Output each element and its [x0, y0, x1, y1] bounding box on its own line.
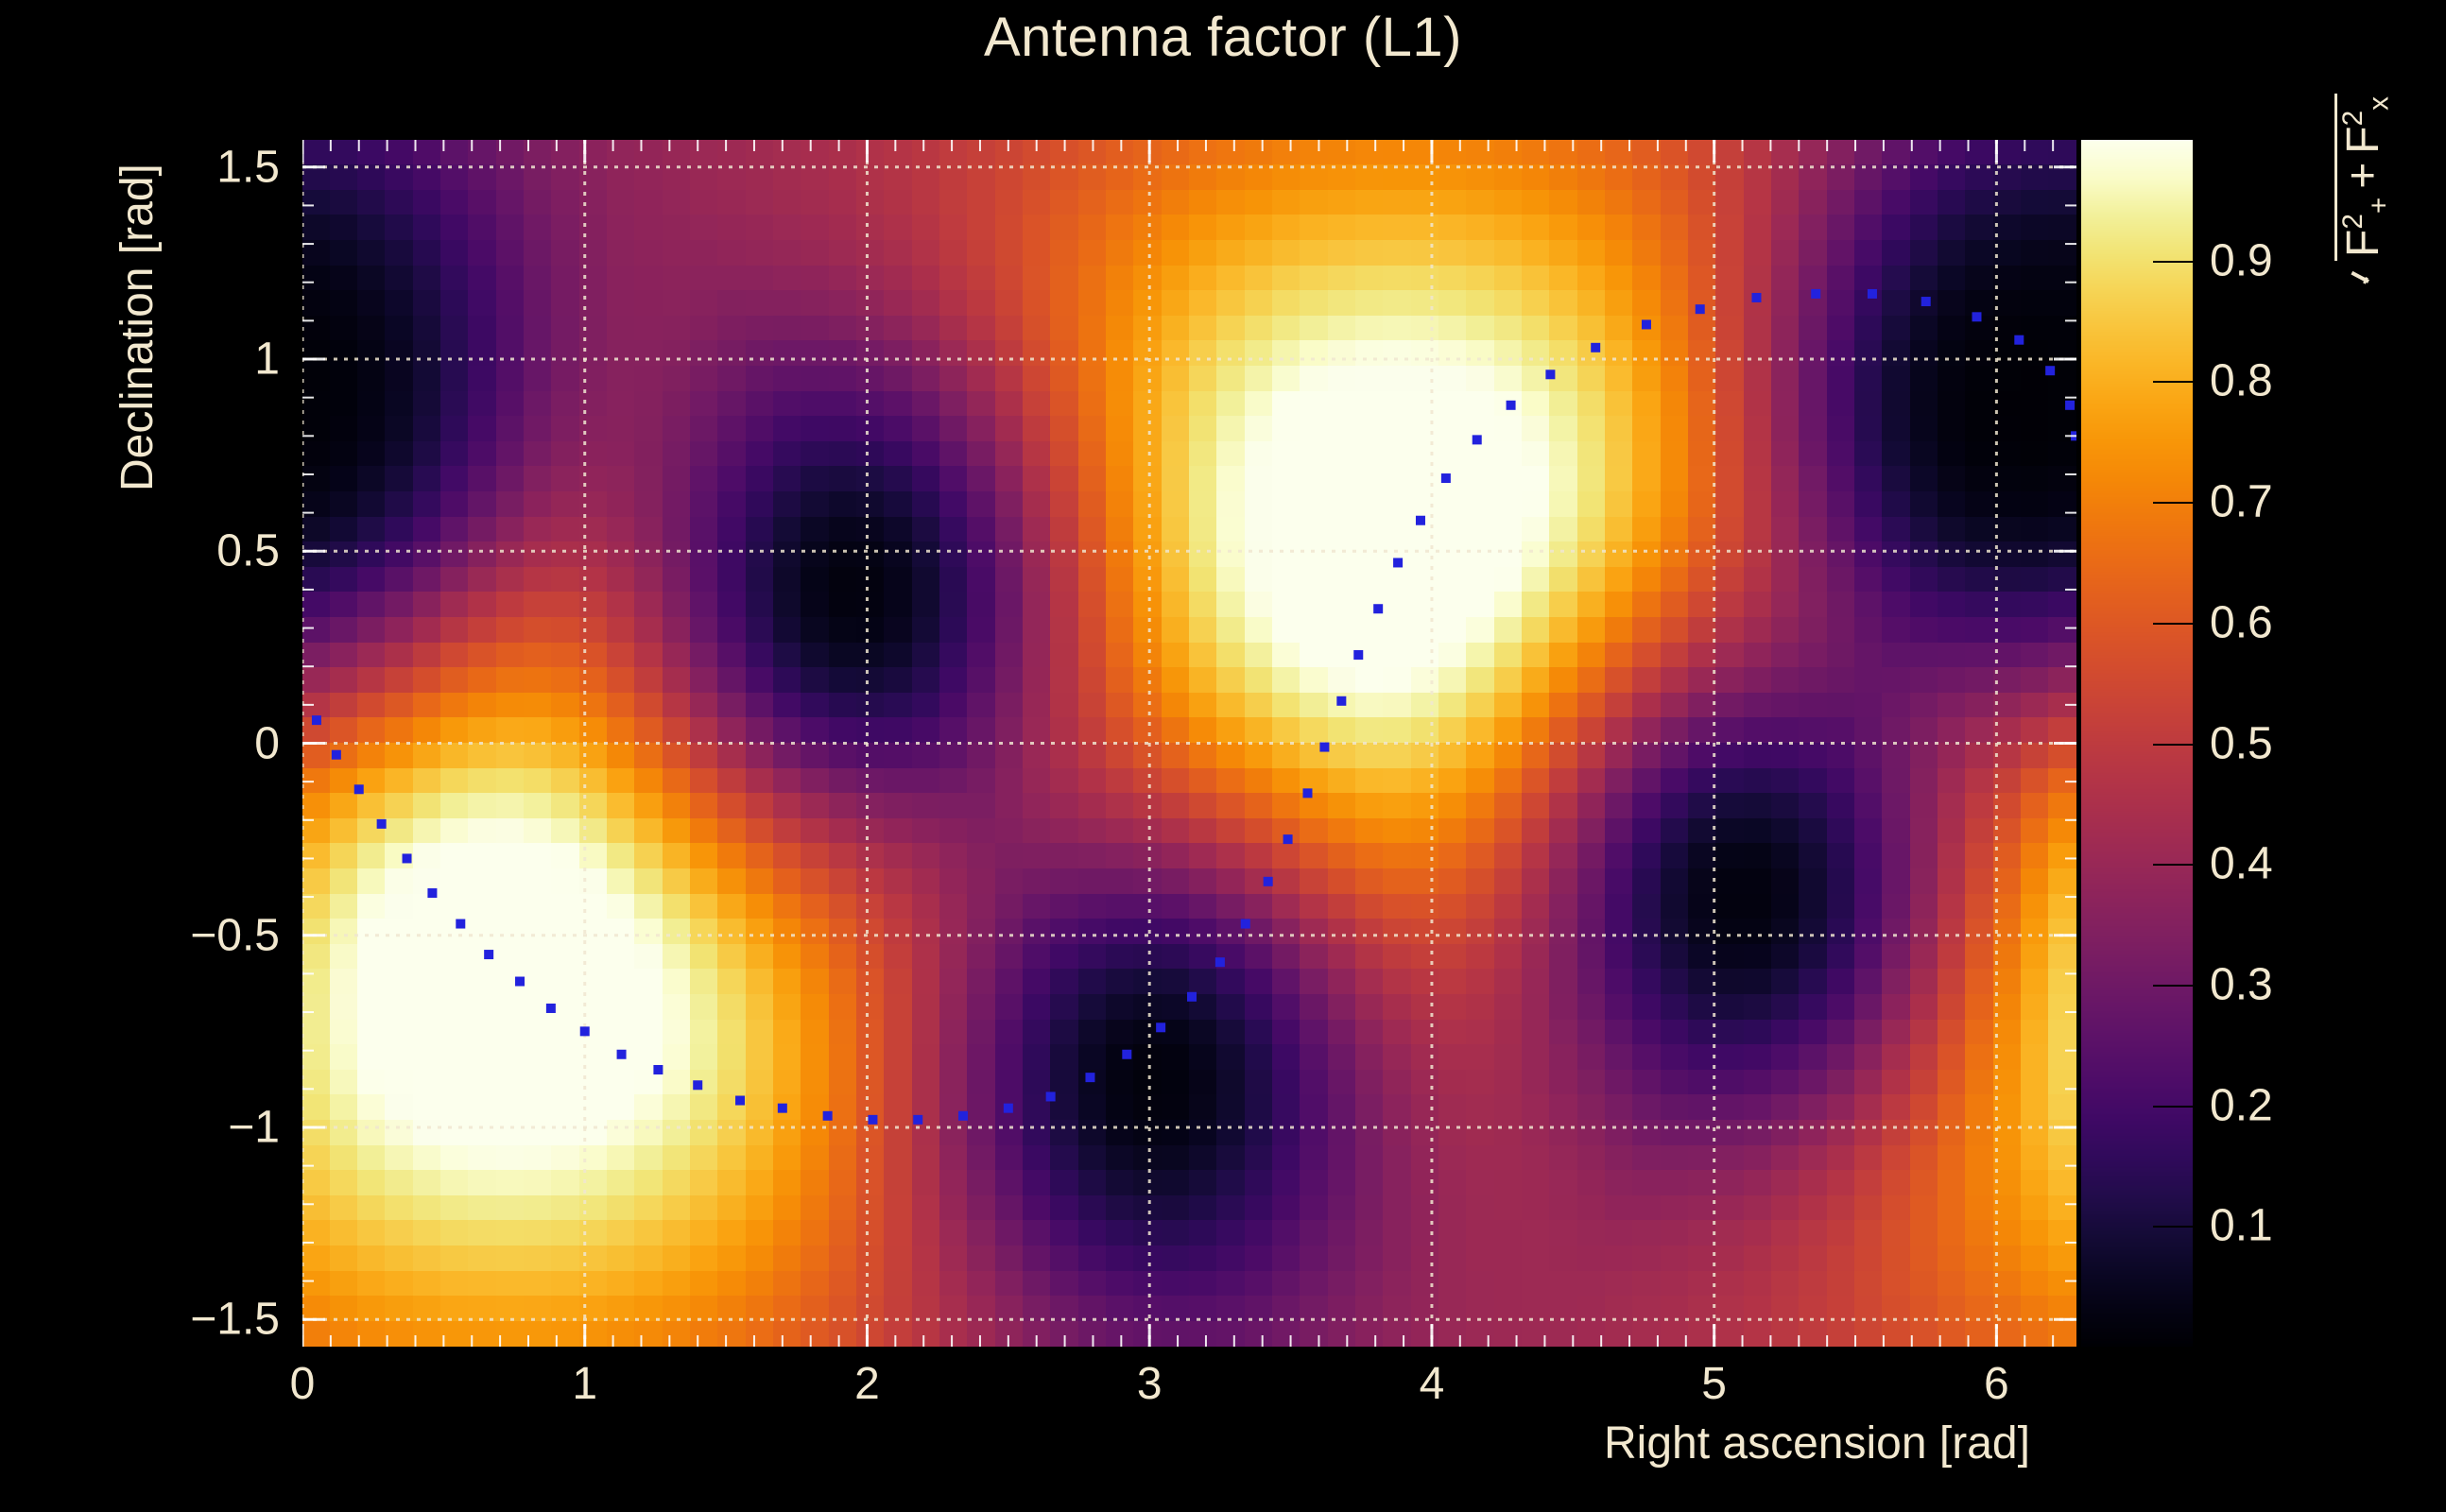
axis-tick-marks [302, 140, 2076, 1347]
colorbar-tick [2153, 743, 2193, 746]
colorbar-tick-marks [2081, 140, 2193, 1347]
x-tick-label: 1 [572, 1359, 598, 1409]
heatmap-plot-area [302, 140, 2076, 1347]
f-plus-exponent: 2 [2337, 214, 2368, 230]
f-cross-subscript: x [2363, 95, 2395, 111]
colorbar-tick [2153, 260, 2193, 263]
y-tick-label: 1.5 [216, 142, 280, 193]
colorbar-tick [2153, 1226, 2193, 1228]
colorbar-tick [2153, 381, 2193, 384]
colorbar-tick-label: 0.5 [2210, 718, 2273, 768]
x-tick-label: 2 [854, 1359, 880, 1409]
colorbar-tick-label: 0.7 [2210, 476, 2273, 527]
colorbar-tick-label: 0.3 [2210, 959, 2273, 1010]
colorbar-tick-label: 0.2 [2210, 1080, 2273, 1131]
x-tick-label: 4 [1419, 1359, 1445, 1409]
galactic-plane-curve [311, 288, 2076, 1125]
f-cross-exponent: 2 [2337, 110, 2368, 127]
gridlines [302, 140, 2076, 1347]
y-tick-label: 0 [254, 718, 280, 768]
radical-sign [2334, 259, 2386, 284]
x-axis-title: Right ascension [rad] [1604, 1418, 2030, 1469]
f-plus-subscript: + [2363, 197, 2395, 215]
x-tick-label: 0 [289, 1359, 316, 1409]
colorbar-tick [2153, 984, 2193, 987]
colorbar-tick-label: 0.4 [2210, 838, 2273, 889]
y-tick-label: 0.5 [216, 525, 280, 576]
colorbar-tick [2153, 1105, 2193, 1108]
colorbar-tick-label: 0.8 [2210, 355, 2273, 406]
x-tick-label: 3 [1136, 1359, 1163, 1409]
y-tick-label: −1.5 [190, 1294, 280, 1345]
colorbar-tick-label: 0.6 [2210, 597, 2273, 648]
colorbar [2081, 140, 2193, 1347]
colorbar-tick-label: 0.9 [2210, 235, 2273, 286]
plus-operator: + [2338, 162, 2388, 189]
heatmap-overlay [302, 140, 2076, 1347]
colorbar-title: F2++F2x [2334, 93, 2397, 284]
chart-title: Antenna factor (L1) [983, 7, 1462, 68]
colorbar-tick [2153, 502, 2193, 505]
x-tick-label: 6 [1984, 1359, 2009, 1409]
colorbar-tick [2153, 864, 2193, 867]
y-axis-title: Declination [rad] [112, 163, 163, 491]
y-tick-label: 1 [254, 334, 280, 385]
colorbar-tick [2153, 622, 2193, 625]
y-tick-label: −0.5 [190, 910, 280, 961]
x-tick-label: 5 [1701, 1359, 1728, 1409]
f-plus-symbol: F [2338, 229, 2388, 257]
f-cross-symbol: F [2338, 126, 2388, 154]
colorbar-tick-label: 0.1 [2210, 1200, 2273, 1251]
y-tick-label: −1 [228, 1102, 280, 1153]
